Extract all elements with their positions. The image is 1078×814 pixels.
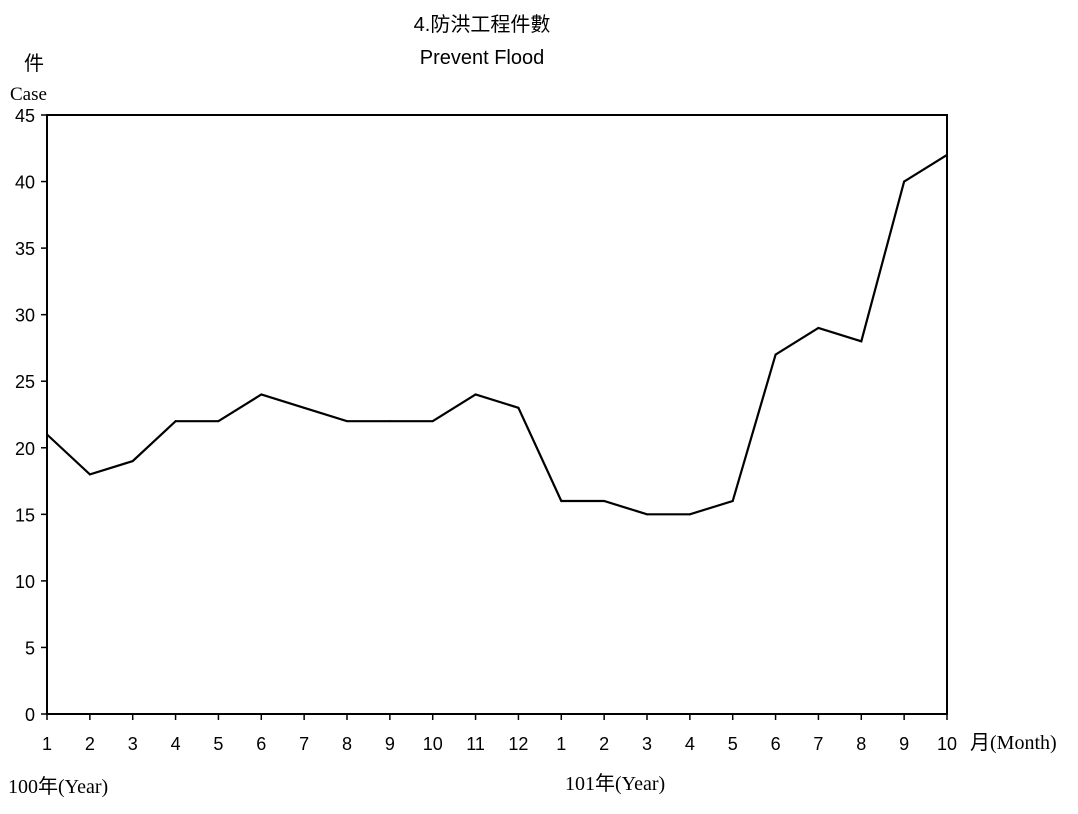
- x-tick-label: 8: [856, 734, 866, 754]
- x-tick-label: 6: [771, 734, 781, 754]
- data-point: [646, 513, 648, 516]
- x-tick-label: 1: [42, 734, 52, 754]
- data-point: [774, 353, 777, 356]
- x-tick-label: 12: [508, 734, 528, 754]
- series-line: [46, 153, 948, 516]
- x-tick-label: 6: [256, 734, 266, 754]
- x-tick-label: 1: [556, 734, 566, 754]
- chart-subtitle: Prevent Flood: [420, 47, 545, 69]
- data-point: [731, 500, 734, 503]
- data-point: [946, 153, 948, 156]
- data-point: [174, 420, 177, 423]
- x-tick-label: 4: [685, 734, 695, 754]
- y-tick-label: 20: [15, 439, 35, 459]
- y-tick-label: 45: [15, 106, 35, 126]
- x-tick-label: 2: [599, 734, 609, 754]
- data-point: [817, 326, 820, 329]
- y-tick-label: 40: [15, 173, 35, 193]
- x-tick-label: 5: [213, 734, 223, 754]
- x-tick-label: 4: [171, 734, 181, 754]
- data-point: [131, 460, 134, 463]
- y-tick-label: 25: [15, 372, 35, 392]
- data-point: [474, 393, 477, 396]
- data-point: [88, 473, 91, 476]
- x-tick-label: 7: [813, 734, 823, 754]
- x-tick-label: 10: [423, 734, 443, 754]
- y-tick-label: 30: [15, 306, 35, 326]
- x-tick-label: 5: [728, 734, 738, 754]
- data-point: [560, 500, 563, 503]
- x-tick-label: 7: [299, 734, 309, 754]
- data-point: [46, 433, 48, 436]
- data-point: [388, 420, 391, 423]
- y-tick-label: 0: [25, 705, 35, 725]
- data-point: [603, 500, 606, 503]
- x-tick-label: 11: [466, 734, 485, 754]
- data-point: [517, 406, 520, 409]
- y-tick-label: 10: [15, 572, 35, 592]
- x-tick-label: 9: [385, 734, 395, 754]
- data-point: [303, 406, 306, 409]
- x-tick-label: 10: [937, 734, 957, 754]
- data-point: [860, 340, 863, 343]
- y-tick-label: 15: [15, 505, 35, 525]
- x-tick-label: 9: [899, 734, 909, 754]
- data-point: [217, 420, 220, 423]
- x-tick-label: 3: [642, 734, 652, 754]
- year-label-101: 101年(Year): [565, 772, 665, 795]
- x-tick-label: 8: [342, 734, 352, 754]
- data-point: [260, 393, 263, 396]
- x-axis-label: 月(Month): [970, 732, 1057, 754]
- year-label-100: 100年(Year): [8, 775, 108, 798]
- y-tick-label: 35: [15, 239, 35, 259]
- data-point: [431, 420, 434, 423]
- data-point: [346, 420, 348, 423]
- y-axis-label-zh: 件: [24, 52, 44, 75]
- plot-frame: [46, 114, 948, 715]
- x-tick-label: 2: [85, 734, 95, 754]
- data-point: [688, 513, 691, 516]
- x-tick-label: 3: [128, 734, 138, 754]
- y-axis-label-en: Case: [10, 84, 47, 105]
- chart-title: 4.防洪工程件數: [414, 13, 551, 36]
- data-point: [903, 180, 906, 183]
- y-tick-label: 5: [25, 638, 35, 658]
